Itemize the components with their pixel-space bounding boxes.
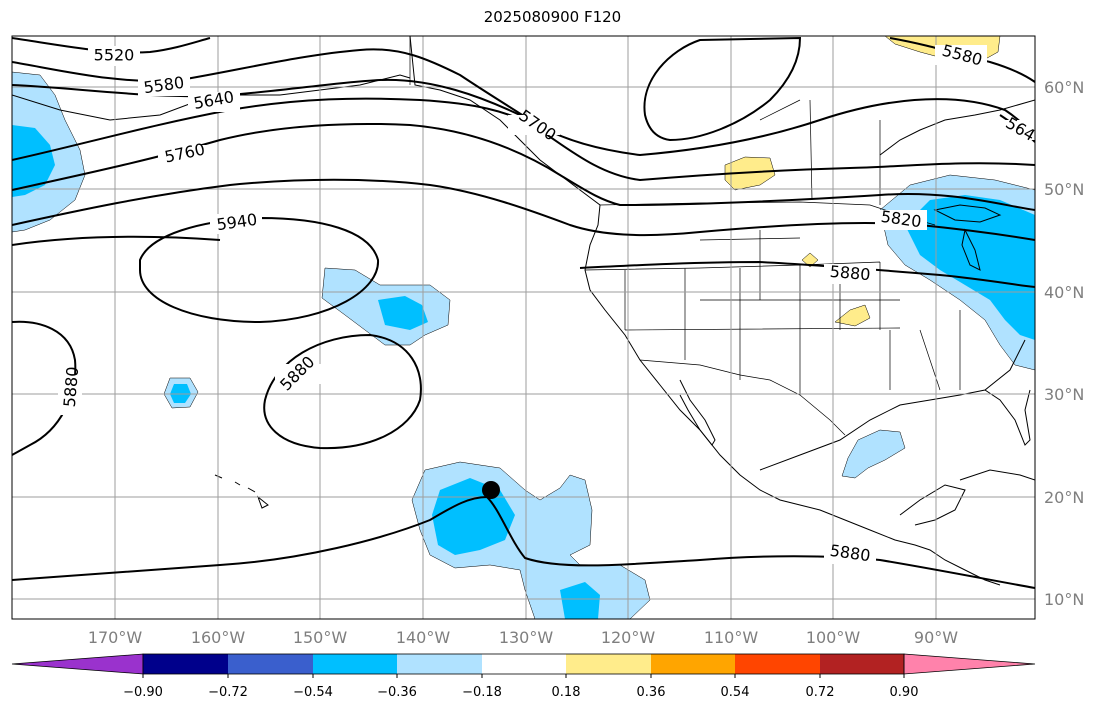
lat-label-50: 50°N [1044, 180, 1084, 199]
colorbar-tick-9: 0.72 [806, 685, 835, 700]
lon-label-110w: 110°W [704, 628, 759, 647]
colorbar-bin-6 [566, 654, 651, 674]
colorbar-tick-2: −0.72 [208, 685, 248, 700]
lon-label-120w: 120°W [601, 628, 656, 647]
lon-label-90w: 90°W [914, 628, 958, 647]
gulf-coast [759, 339, 1026, 471]
state-lines [584, 230, 961, 395]
contour-5580 [12, 48, 531, 121]
hudson-shore [879, 99, 1035, 156]
colorbar-tick-6: 0.18 [552, 685, 581, 700]
contour-label-5880-east: 5880 [829, 262, 871, 284]
lon-label-160w: 160°W [191, 628, 246, 647]
contour-label-5880-west: 5880 [60, 366, 82, 408]
storm-center-dot [482, 481, 500, 499]
lon-label-130w: 130°W [499, 628, 554, 647]
canada-provinces [759, 99, 881, 205]
lat-label-60: 60°N [1044, 78, 1084, 97]
colorbar-ticks [142, 674, 905, 678]
colorbar-bin-9 [820, 654, 904, 674]
graticule [12, 36, 1035, 619]
shade-pacific-north-core [378, 296, 428, 330]
colorbar-tick-10: 0.90 [890, 685, 919, 700]
lat-label-30: 30°N [1044, 385, 1084, 404]
baja [679, 379, 716, 446]
colorbar-tick-7: 0.36 [637, 685, 666, 700]
lon-label-150w: 150°W [293, 628, 348, 647]
map-border [11, 35, 1036, 620]
contour-5880-ring [263, 333, 422, 450]
colorbar-extend-low [11, 653, 144, 675]
north-america-west-coast [409, 36, 1001, 586]
colorbar: −0.90 −0.72 −0.54 −0.36 −0.18 0.18 0.36 … [11, 653, 1036, 700]
contour-labels: 5520 5580 5640 5700 5760 5940 5820 5880 … [58, 41, 1035, 565]
colorbar-bin-3 [313, 654, 397, 674]
colorbar-bin-1 [143, 654, 228, 674]
latitude-labels: 60°N 50°N 40°N 30°N 20°N 10°N [1044, 78, 1084, 609]
us-mexico-border [639, 359, 846, 436]
lat-label-40: 40°N [1044, 283, 1084, 302]
shade-gulf [841, 429, 906, 479]
colorbar-tick-5: −0.18 [462, 685, 502, 700]
colorbar-tick-3: −0.54 [293, 685, 333, 700]
lake-michigan [961, 228, 981, 271]
lon-label-170w: 170°W [88, 628, 143, 647]
map-title: 2025080900 F120 [483, 8, 622, 26]
shade-aleutian-west-core [12, 125, 55, 197]
yucatan [899, 484, 966, 526]
shade-great-lakes-core [905, 195, 1035, 340]
contour-closed-north [643, 36, 802, 142]
colorbar-bin-5 [482, 654, 566, 674]
contour-label-5520: 5520 [94, 46, 135, 65]
colorbar-bin-7 [651, 654, 735, 674]
cuba [959, 469, 1035, 481]
lon-label-140w: 140°W [396, 628, 451, 647]
colorbar-frame [142, 653, 905, 675]
colorbar-extend-high [903, 653, 1036, 675]
colorbar-tick-8: 0.54 [721, 685, 750, 700]
colorbar-bin-4 [397, 654, 482, 674]
lon-label-100w: 100°W [806, 628, 861, 647]
lat-label-20: 20°N [1044, 488, 1084, 507]
shade-yellow-canada [724, 156, 776, 191]
lat-label-10: 10°N [1044, 590, 1084, 609]
colorbar-tick-1: −0.90 [123, 685, 163, 700]
florida [984, 389, 1031, 446]
colorbar-bin-2 [228, 654, 313, 674]
contour-5760 [12, 122, 1035, 211]
shade-yellow-plains [834, 304, 871, 327]
lake-superior [933, 204, 1002, 223]
longitude-labels: 170°W 160°W 150°W 140°W 130°W 120°W 110°… [88, 628, 958, 647]
colorbar-bin-8 [735, 654, 820, 674]
shade-tropical-south-core [560, 582, 600, 619]
contour-5880-west [12, 320, 77, 456]
colorbar-tick-4: −0.36 [377, 685, 417, 700]
